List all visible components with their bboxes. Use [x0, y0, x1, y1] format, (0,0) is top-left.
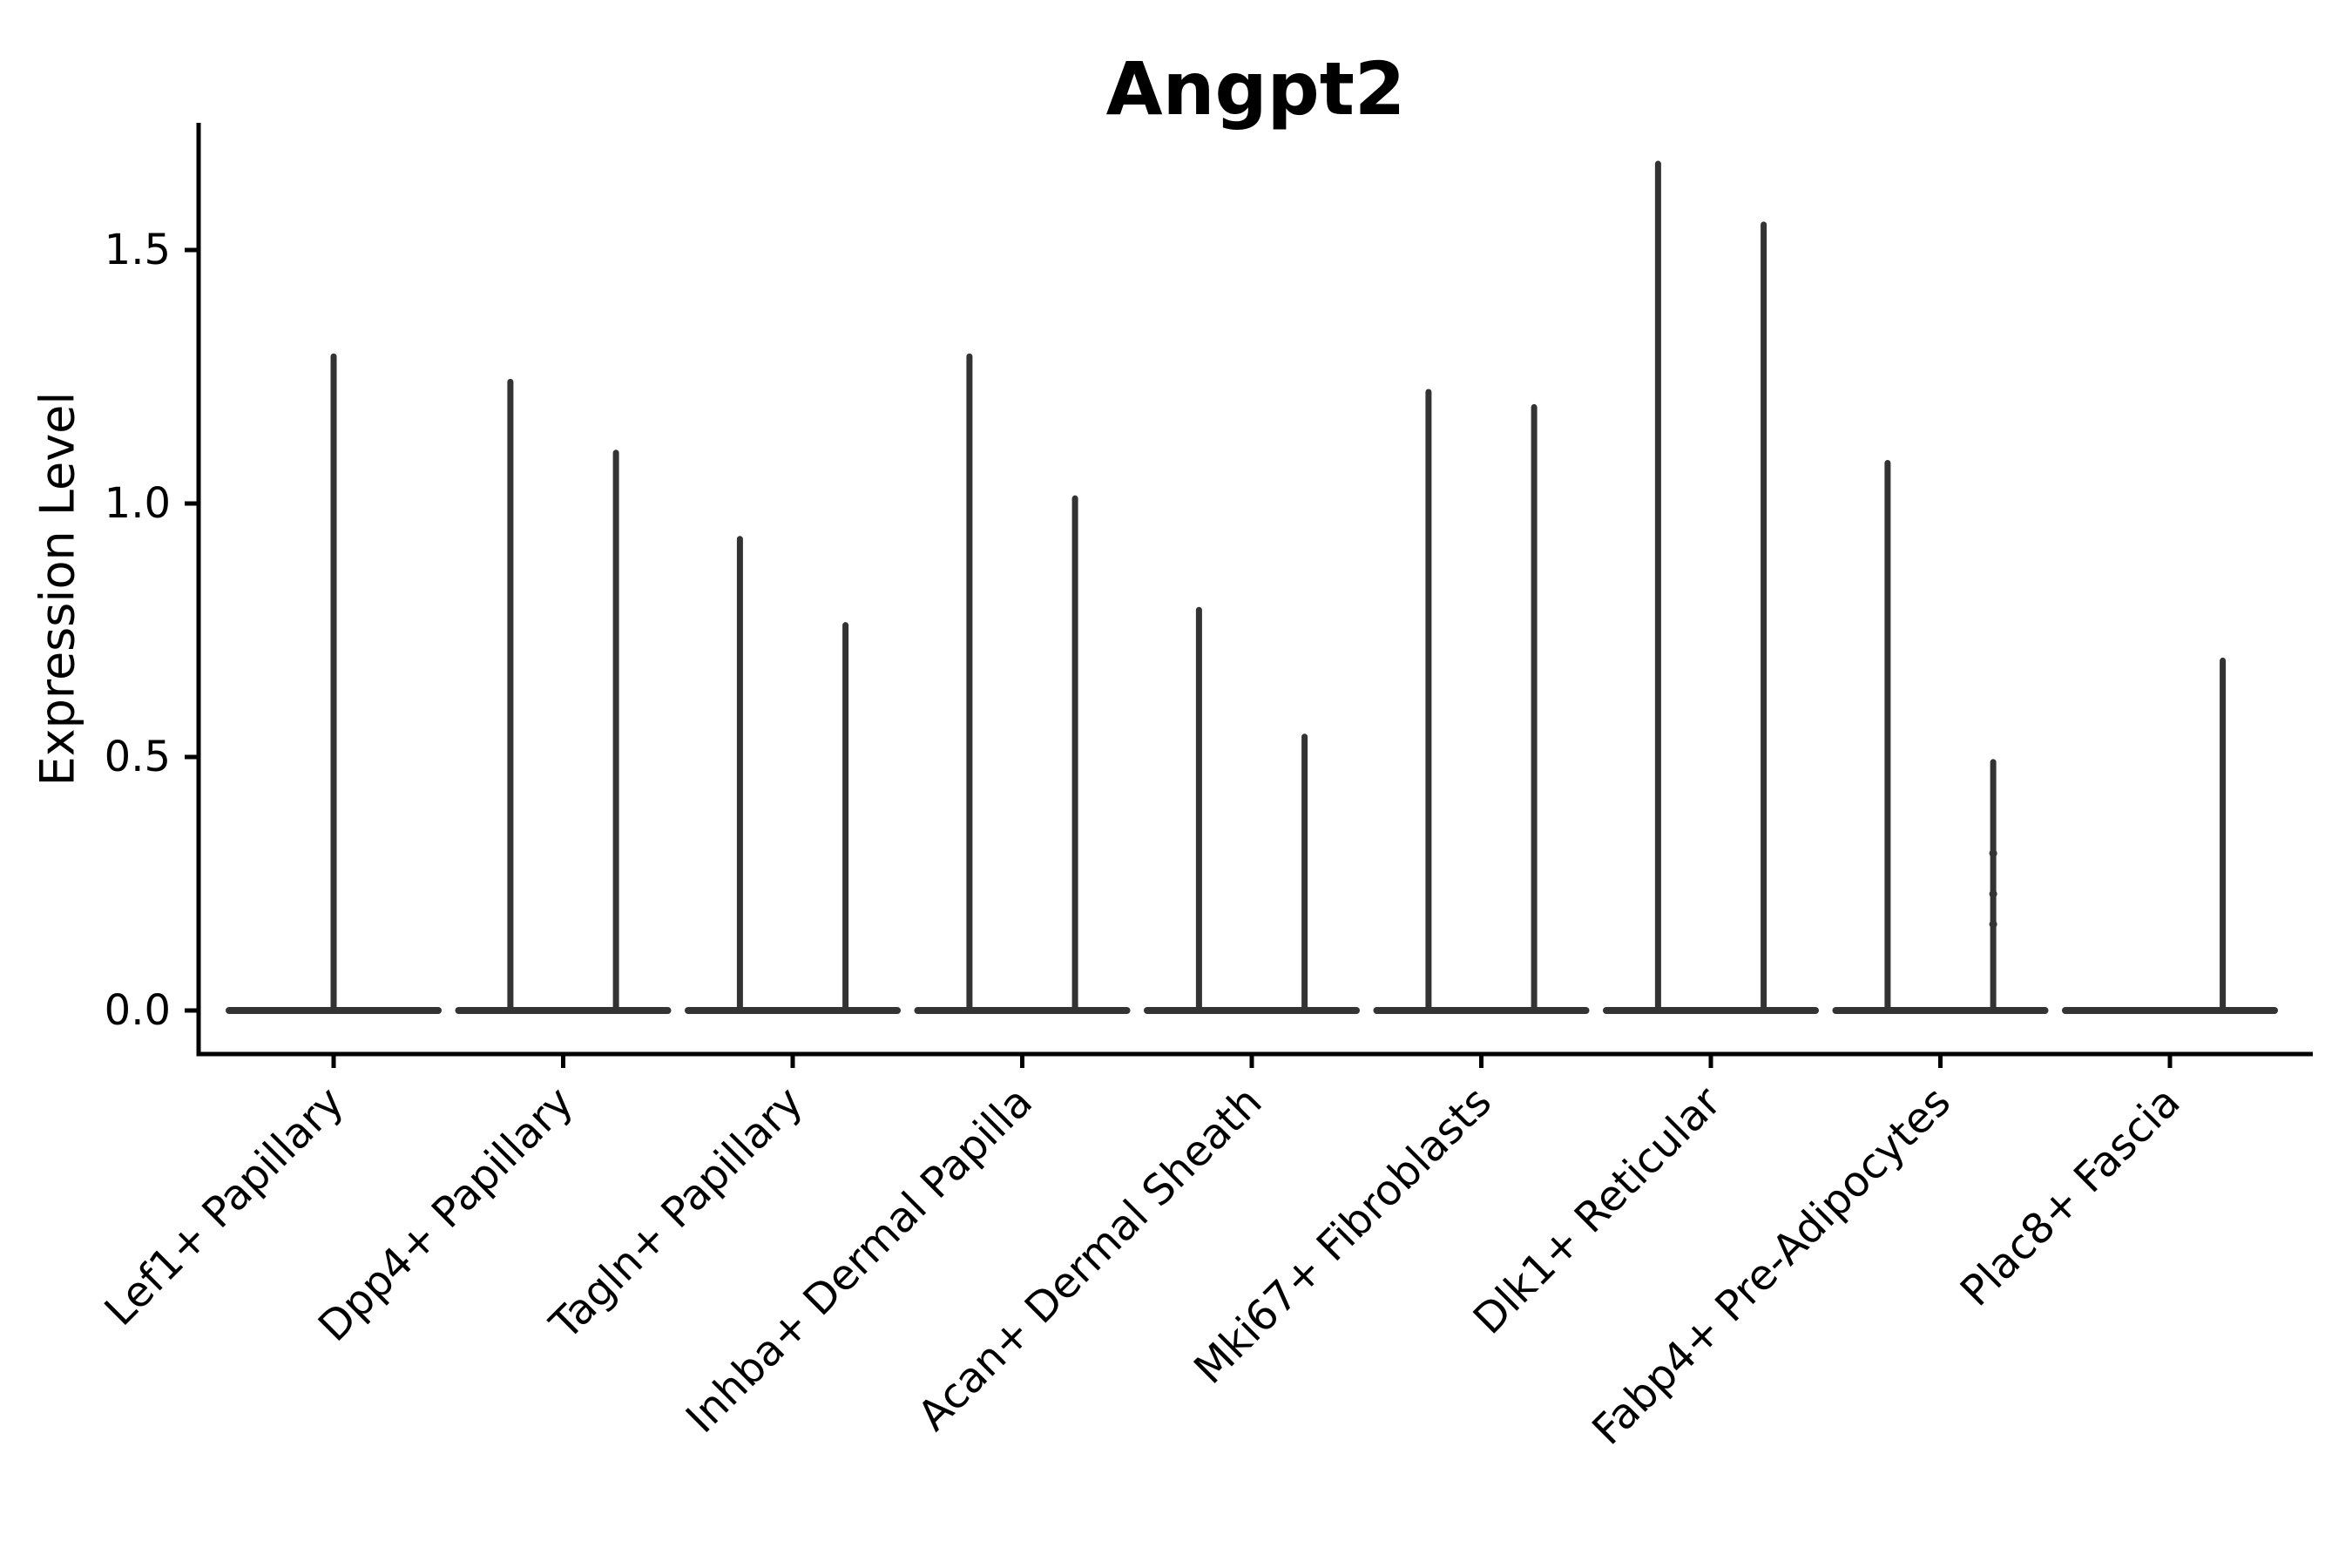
y-tick-label: 0.5 [105, 733, 171, 781]
chart-title: Angpt2 [1105, 46, 1406, 132]
x-tick-label: Dlk1+ Reticular [1464, 1078, 1731, 1344]
jitter-point [1989, 920, 1997, 929]
jitter-point [1989, 849, 1997, 858]
y-tick-label: 1.5 [105, 226, 171, 274]
y-tick-label: 0.0 [105, 986, 171, 1035]
x-tick-label: Tagln+ Papillary [540, 1078, 812, 1349]
x-tick-label: Dpp4+ Papillary [309, 1078, 583, 1351]
y-tick-label: 1.0 [105, 479, 171, 528]
x-tick-label: Lef1+ Papillary [96, 1078, 354, 1335]
x-tick-label: Plac8+ Fascia [1951, 1078, 2190, 1316]
jitter-point [1989, 889, 1997, 898]
